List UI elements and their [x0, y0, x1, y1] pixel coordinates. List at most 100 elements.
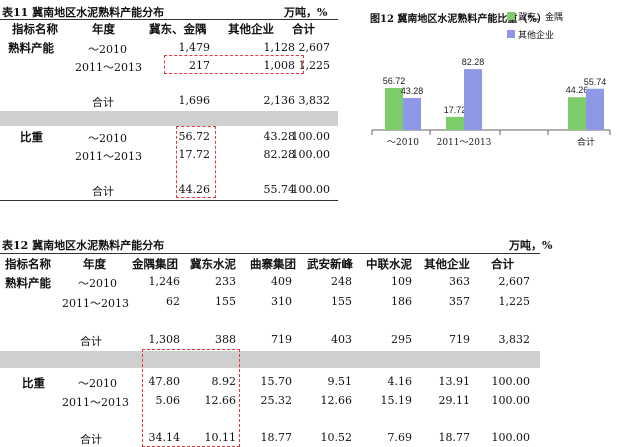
table-cell: 10.52: [320, 431, 353, 444]
table-cell: 100.00: [291, 183, 331, 196]
year-label: 2011～2013: [75, 150, 142, 163]
table-12-header: 合计: [491, 257, 514, 271]
legend-label: 冀东、金隅: [518, 13, 564, 23]
table-cell: 18.77: [438, 431, 471, 444]
category-tick-label: 合计: [577, 136, 595, 148]
highlight-box: [142, 349, 240, 447]
table-cell: 217: [189, 59, 210, 72]
legend-swatch-1: [507, 30, 515, 38]
table-cell: 15.70: [260, 375, 293, 388]
category-tick-label: 2011～2013: [437, 138, 492, 148]
year-label: ～2010: [88, 132, 127, 145]
table-cell: 2,607: [498, 275, 531, 288]
table-cell: 1,479: [178, 41, 211, 54]
row-group-label: 熟料产能: [8, 41, 54, 55]
table-cell: 1,308: [148, 333, 181, 346]
bar-value-label: 43.28: [401, 86, 424, 96]
legend-label: 其他企业: [518, 31, 555, 41]
table-cell: 155: [215, 295, 236, 308]
table-cell: 248: [331, 275, 352, 288]
table-cell: 13.91: [438, 375, 471, 388]
table-cell: 357: [449, 295, 470, 308]
table-12-header: 年度: [83, 257, 106, 271]
table-11-unit: 万吨，%: [284, 6, 328, 19]
year-label: ～2010: [78, 277, 117, 290]
bar-0-0: [385, 88, 403, 130]
table-cell: 719: [449, 333, 470, 346]
year-label: 合计: [80, 433, 102, 446]
table-cell: 44.26: [178, 183, 211, 196]
table-cell: 1,225: [298, 59, 331, 72]
table-cell: 4.16: [387, 375, 413, 388]
table-cell: 56.72: [178, 130, 211, 143]
bar-value-label: 17.72: [444, 105, 467, 115]
table-12-unit: 万吨，%: [509, 239, 553, 252]
table-cell: 12.66: [204, 394, 237, 407]
table-cell: 409: [271, 275, 292, 288]
table-11-header: 其他企业: [228, 22, 274, 36]
table-cell: 18.77: [260, 431, 293, 444]
table-cell: 100.00: [491, 431, 531, 444]
table-cell: 1,008: [263, 59, 296, 72]
table-cell: 43.28: [263, 130, 296, 143]
table-cell: 100.00: [291, 148, 331, 161]
table-cell: 55.74: [263, 183, 296, 196]
table-12-header: 中联水泥: [366, 257, 412, 271]
table-cell: 17.72: [178, 148, 211, 161]
table-12-header: 武安新峰: [307, 257, 353, 271]
table-cell: 82.28: [263, 148, 296, 161]
table-cell: 186: [391, 295, 412, 308]
category-tick-label: ～2010: [387, 138, 419, 148]
table-12-title: 表12 冀南地区水泥熟料产能分布: [2, 239, 165, 252]
table-cell: 100.00: [491, 375, 531, 388]
bar-value-label: 55.74: [584, 77, 607, 87]
bar-2-1: [586, 88, 604, 130]
separator-band: [0, 111, 338, 126]
year-label: 2011～2013: [62, 396, 129, 409]
bar-value-label: 44.26: [566, 85, 589, 95]
table-cell: 233: [215, 275, 236, 288]
bar-2-0: [568, 97, 586, 130]
bar-1-0: [446, 116, 464, 130]
table-cell: 1,128: [263, 41, 296, 54]
year-label: ～2010: [88, 43, 127, 56]
table-cell: 62: [166, 295, 180, 308]
table-12-header: 其他企业: [424, 257, 470, 271]
highlight-box: [164, 55, 304, 74]
table-cell: 1,246: [148, 275, 181, 288]
table-12-header: 指标名称: [5, 257, 51, 271]
table-12-header: 曲寨集团: [250, 257, 296, 271]
table-cell: 15.19: [380, 394, 413, 407]
year-label: 2011～2013: [62, 297, 129, 310]
table-cell: 155: [331, 295, 352, 308]
table-cell: 8.92: [211, 375, 237, 388]
table-cell: 310: [271, 295, 292, 308]
table-cell: 109: [391, 275, 412, 288]
table-cell: 9.51: [327, 375, 353, 388]
bar-1-1: [464, 69, 482, 130]
table-cell: 47.80: [148, 375, 181, 388]
bar-value-label: 82.28: [462, 57, 485, 67]
table-11-header: 年度: [92, 22, 115, 36]
table-11-title: 表11 冀南地区水泥熟料产能分布: [2, 6, 165, 19]
table-cell: 2,136: [263, 94, 296, 107]
year-label: ～2010: [78, 377, 117, 390]
year-label: 合计: [80, 335, 102, 348]
highlight-box: [176, 126, 216, 198]
table-cell: 34.14: [148, 431, 181, 444]
table-12-header: 冀东水泥: [190, 257, 236, 271]
year-label: 合计: [92, 96, 114, 109]
table-cell: 388: [215, 333, 236, 346]
table-cell: 295: [391, 333, 412, 346]
table-cell: 100.00: [491, 394, 531, 407]
row-group-label: 比重: [22, 376, 45, 390]
table-cell: 1,696: [178, 94, 211, 107]
bar-0-1: [403, 97, 421, 130]
table-11-header: 指标名称: [12, 22, 58, 36]
bar-value-label: 56.72: [383, 76, 406, 86]
table-11-header: 合计: [292, 22, 315, 36]
table-cell: 3,832: [298, 94, 331, 107]
table-cell: 100.00: [291, 130, 331, 143]
table-cell: 2,607: [298, 41, 331, 54]
